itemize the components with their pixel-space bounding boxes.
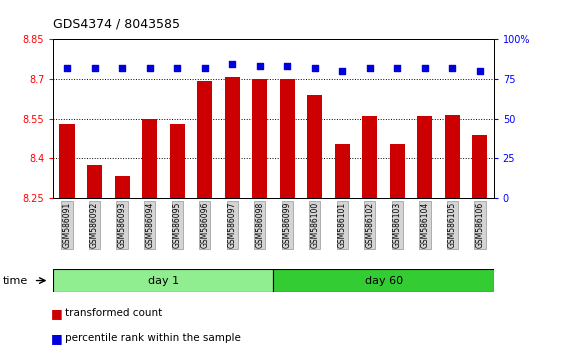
- Text: GSM586100: GSM586100: [310, 202, 319, 248]
- Bar: [114, 176, 130, 198]
- Text: day 1: day 1: [148, 275, 179, 286]
- Point: [448, 65, 457, 70]
- Point: [475, 68, 484, 74]
- Bar: [87, 165, 102, 198]
- Bar: [53, 269, 274, 292]
- Text: ■: ■: [50, 332, 62, 344]
- Bar: [252, 79, 267, 198]
- Text: ■: ■: [50, 307, 62, 320]
- Point: [118, 65, 127, 70]
- Text: transformed count: transformed count: [65, 308, 162, 318]
- Text: GSM586102: GSM586102: [365, 202, 374, 248]
- Bar: [169, 124, 185, 198]
- Text: GSM586105: GSM586105: [448, 202, 457, 248]
- Point: [145, 65, 154, 70]
- Bar: [307, 95, 323, 198]
- Bar: [417, 116, 433, 198]
- Point: [420, 65, 429, 70]
- Bar: [445, 115, 460, 198]
- Bar: [280, 79, 295, 198]
- Text: GSM586094: GSM586094: [145, 202, 154, 248]
- Text: GSM586101: GSM586101: [338, 202, 347, 248]
- Point: [63, 65, 72, 70]
- Point: [90, 65, 99, 70]
- Text: GSM586106: GSM586106: [475, 202, 484, 248]
- Point: [338, 68, 347, 74]
- Text: GSM586099: GSM586099: [283, 202, 292, 248]
- Point: [283, 63, 292, 69]
- Bar: [472, 135, 488, 198]
- Text: GSM586103: GSM586103: [393, 202, 402, 248]
- Text: time: time: [3, 275, 28, 286]
- Bar: [224, 78, 240, 198]
- Point: [228, 62, 237, 67]
- Point: [365, 65, 374, 70]
- Point: [255, 63, 264, 69]
- Bar: [197, 81, 212, 198]
- Point: [310, 65, 319, 70]
- Point: [393, 65, 402, 70]
- Bar: [362, 116, 378, 198]
- Text: GSM586091: GSM586091: [63, 202, 72, 248]
- Text: GSM586097: GSM586097: [228, 202, 237, 248]
- Text: percentile rank within the sample: percentile rank within the sample: [65, 333, 241, 343]
- Bar: [59, 124, 75, 198]
- Bar: [142, 119, 157, 198]
- Bar: [335, 144, 350, 198]
- Text: GSM586098: GSM586098: [255, 202, 264, 248]
- Text: GSM586093: GSM586093: [118, 202, 127, 248]
- Text: GSM586095: GSM586095: [173, 202, 182, 248]
- Text: GSM586104: GSM586104: [420, 202, 429, 248]
- Text: GSM586092: GSM586092: [90, 202, 99, 248]
- Bar: [274, 269, 494, 292]
- Point: [173, 65, 182, 70]
- Text: day 60: day 60: [365, 275, 403, 286]
- Point: [200, 65, 209, 70]
- Text: GDS4374 / 8043585: GDS4374 / 8043585: [53, 17, 180, 30]
- Bar: [390, 144, 405, 198]
- Text: GSM586096: GSM586096: [200, 202, 209, 248]
